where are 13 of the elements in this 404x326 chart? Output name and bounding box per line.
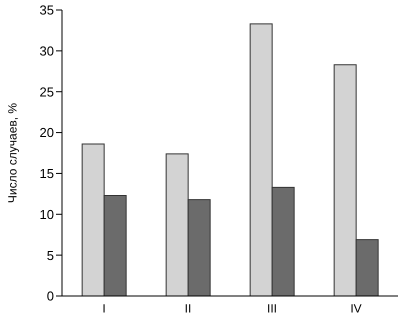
x-tick-label: I — [102, 302, 106, 316]
x-tick-label: III — [266, 302, 278, 316]
y-axis-title: Число случаев, % — [5, 102, 20, 204]
y-tick-label: 25 — [40, 84, 54, 100]
y-tick-label: 35 — [40, 2, 54, 18]
y-tick-label: 0 — [46, 288, 54, 304]
y-tick-label: 30 — [40, 43, 54, 58]
x-tick-label: IV — [350, 302, 362, 316]
y-tick-label: 15 — [40, 166, 54, 182]
y-tick-label: 5 — [46, 248, 54, 263]
x-tick-label: II — [184, 302, 192, 316]
y-tick-label: 20 — [40, 125, 54, 140]
y-tick-label: 10 — [40, 206, 54, 222]
